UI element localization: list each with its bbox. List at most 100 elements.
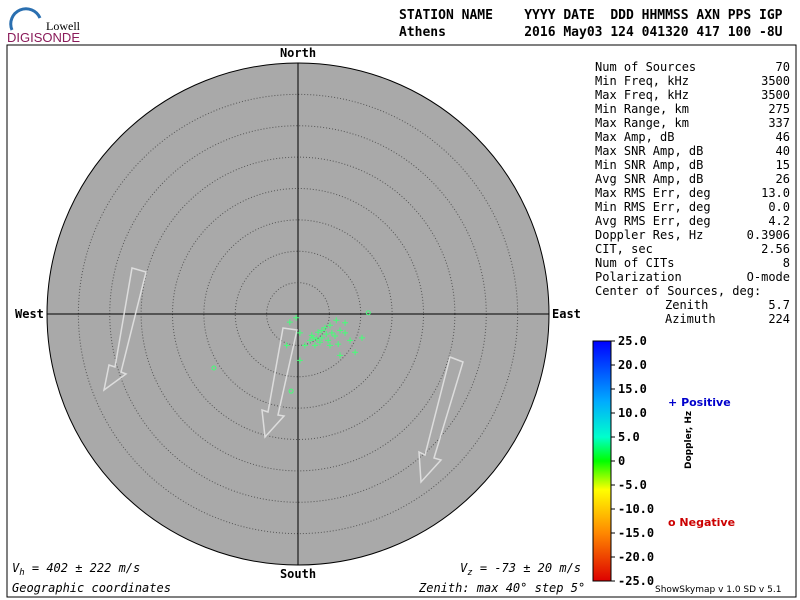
stat-label: Min SNR Amp, dB	[595, 158, 703, 172]
source-plus	[308, 332, 315, 339]
source-plus	[316, 339, 323, 346]
source-plus	[325, 337, 332, 344]
stat-value: 3500	[761, 88, 790, 102]
source-plus	[337, 327, 344, 334]
stat-value: 8	[783, 256, 790, 270]
colorbar-tick-label: 20.0	[618, 358, 647, 372]
source-plus	[318, 334, 325, 341]
colorbar-tick-label: 0	[618, 454, 625, 468]
coords: Geographic coordinates	[12, 581, 171, 595]
colorbar-tick-label: 5.0	[618, 430, 640, 444]
source-plus	[342, 319, 349, 326]
stat-label: Center of Sources, deg:	[595, 284, 761, 298]
legend-negative: o Negative	[668, 516, 735, 529]
stat-label: Max Amp, dB	[595, 130, 674, 144]
vz-symbol: V	[460, 561, 468, 575]
source-plus	[306, 337, 313, 344]
stat-value: 15	[776, 158, 790, 172]
colorbar-tick-label: -20.0	[618, 550, 654, 564]
stat-label: Doppler Res, Hz	[595, 228, 703, 242]
stat-value: 13.0	[761, 186, 790, 200]
legend-positive: + Positive	[668, 396, 731, 409]
legend-negative-mark: o	[668, 516, 676, 529]
stat-value: 2.56	[761, 242, 790, 256]
source-plus	[310, 334, 317, 341]
source-plus	[337, 352, 344, 359]
stat-value: 4.2	[768, 214, 790, 228]
header-line: Athens 2016 May03 124 041320 417 100 -8U	[399, 25, 783, 40]
legend-negative-label: Negative	[679, 516, 735, 529]
colorbar-tick-label: 10.0	[618, 406, 647, 420]
stat-label: CIT, sec	[595, 242, 653, 256]
source-plus	[311, 342, 318, 349]
stat-label: Max RMS Err, deg	[595, 186, 711, 200]
stat-label: Max Freq, kHz	[595, 88, 689, 102]
arrow	[261, 327, 298, 439]
stat-value: 337	[768, 116, 790, 130]
source-plus	[342, 329, 349, 336]
source-plus	[333, 317, 340, 324]
vz-text: Vz = -73 ± 20 m/s	[460, 561, 581, 578]
stat-value: 3500	[761, 74, 790, 88]
source-plus	[296, 357, 303, 364]
stat-label: Num of CITs	[595, 256, 674, 270]
vh-sub: h	[19, 568, 24, 578]
source-plus	[327, 322, 334, 329]
colorbar-tick-label: 15.0	[618, 382, 647, 396]
source-plus	[318, 327, 325, 334]
vh-symbol: V	[12, 561, 20, 575]
stat-value: O-mode	[747, 270, 790, 284]
stat-value: 26	[776, 172, 790, 186]
source-plus	[335, 341, 342, 348]
arrows	[102, 267, 464, 484]
center-label: Zenith	[665, 298, 708, 312]
colorbar-tick-label: 25.0	[618, 334, 647, 348]
west-label: West	[15, 307, 44, 321]
stat-value: 275	[768, 102, 790, 116]
center-label: Azimuth	[665, 312, 716, 326]
stat-label: Min Freq, kHz	[595, 74, 689, 88]
vh-value: = 402 ± 222 m/s	[25, 561, 141, 575]
stat-value: 0.3906	[747, 228, 790, 242]
frame	[6, 44, 797, 598]
stat-label: Min Range, km	[595, 102, 689, 116]
stat-label: Polarization	[595, 270, 682, 284]
zenith-info: Zenith: max 40° step 5°	[418, 581, 585, 595]
source-plus	[347, 337, 354, 344]
source-plus	[315, 329, 322, 336]
stat-value: 46	[776, 130, 790, 144]
stat-value: 0.0	[768, 200, 790, 214]
north-label: North	[280, 46, 316, 60]
center-value: 5.7	[768, 298, 790, 312]
vz-value: = -73 ± 20 m/s	[473, 561, 581, 575]
source-plus	[296, 329, 303, 336]
vh-text: Vh = 402 ± 222 m/s	[12, 561, 140, 578]
source-plus	[323, 331, 330, 338]
source-plus	[332, 332, 339, 339]
source-plus	[359, 334, 366, 341]
colorbar	[592, 340, 612, 582]
source-circle	[211, 365, 217, 371]
source-plus	[321, 324, 328, 331]
source-plus	[313, 336, 320, 343]
arrow	[102, 267, 147, 392]
version: ShowSkymap v 1.0 SD v 5.1	[655, 585, 781, 595]
source-plus	[327, 342, 334, 349]
source-plus	[293, 314, 300, 321]
east-label: East	[552, 307, 581, 321]
legend-positive-mark: +	[668, 396, 677, 409]
stat-label: Avg RMS Err, deg	[595, 214, 711, 228]
stat-label: Max SNR Amp, dB	[595, 144, 703, 158]
arrow	[418, 355, 464, 484]
source-plus	[286, 319, 293, 326]
logo-top: Lowell	[46, 19, 81, 33]
logo-bottom: DIGISONDE	[7, 30, 80, 45]
colorbar-tick-label: -15.0	[618, 526, 654, 540]
source-plus	[301, 342, 308, 349]
south-label: South	[280, 567, 316, 581]
source-plus	[328, 329, 335, 336]
stat-label: Avg SNR Amp, dB	[595, 172, 703, 186]
colorbar-tick-label: -10.0	[618, 502, 654, 516]
colorbar-tick-label: -5.0	[618, 478, 647, 492]
